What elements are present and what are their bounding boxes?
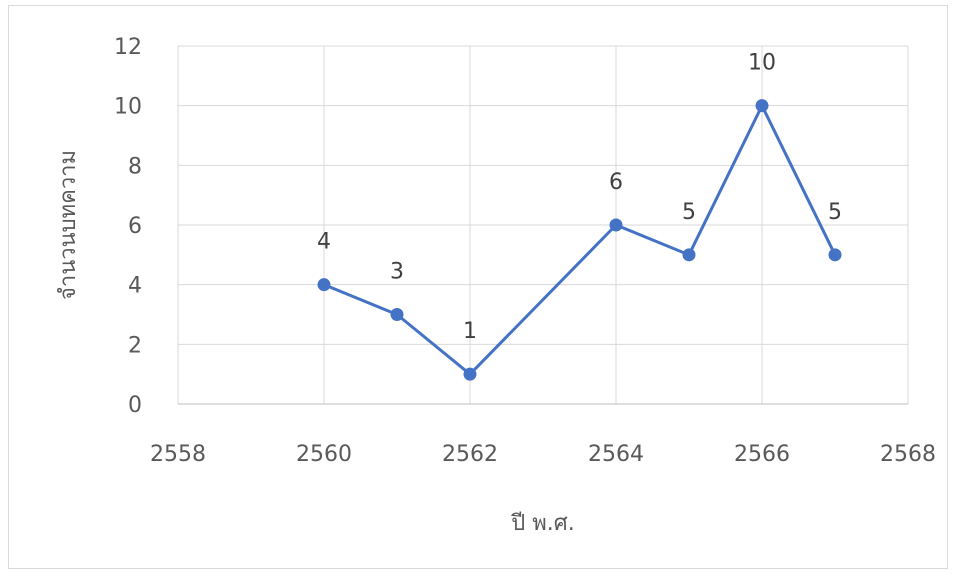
line-chart: 0 2 4 6 8 10 12 2558 2560 2562 2564 2566 2568 4 3 1 6 5 1… bbox=[56, 35, 936, 536]
data-label: 3 bbox=[390, 260, 404, 285]
x-tick-label: 2558 bbox=[150, 442, 206, 467]
x-tick-label: 2564 bbox=[588, 442, 644, 467]
axes: 0 2 4 6 8 10 12 2558 2560 2562 2564 2566 2568 bbox=[114, 35, 936, 467]
y-tick-label: 2 bbox=[128, 333, 142, 358]
y-tick-label: 12 bbox=[114, 35, 142, 60]
x-tick-label: 2562 bbox=[442, 442, 498, 467]
data-point bbox=[828, 248, 842, 262]
series-layer bbox=[317, 99, 842, 381]
x-tick-label: 2566 bbox=[734, 442, 790, 467]
data-point bbox=[682, 248, 696, 262]
y-tick-label: 10 bbox=[114, 95, 142, 120]
data-label: 4 bbox=[317, 230, 331, 255]
gridlines bbox=[177, 45, 909, 404]
y-tick-label: 0 bbox=[128, 393, 142, 418]
data-label: 1 bbox=[463, 319, 477, 344]
x-axis-title: ปี พ.ศ. bbox=[510, 511, 575, 536]
data-point bbox=[390, 308, 404, 321]
data-label: 6 bbox=[609, 170, 623, 195]
series-line bbox=[322, 104, 837, 376]
x-tick-label: 2568 bbox=[880, 442, 936, 467]
data-label: 5 bbox=[828, 200, 842, 225]
chart-area: 0 2 4 6 8 10 12 2558 2560 2562 2564 2566 2568 4 3 1 6 5 1… bbox=[8, 5, 948, 569]
data-label: 5 bbox=[682, 200, 696, 225]
x-tick-label: 2560 bbox=[296, 442, 352, 467]
data-label: 10 bbox=[748, 51, 776, 76]
y-tick-label: 8 bbox=[128, 154, 142, 179]
data-point bbox=[755, 99, 769, 113]
data-point bbox=[317, 278, 331, 292]
y-axis-title: จำนวนบทความ bbox=[56, 150, 81, 300]
data-point bbox=[463, 367, 477, 381]
data-point bbox=[609, 218, 623, 232]
y-tick-label: 4 bbox=[128, 274, 142, 299]
y-tick-label: 6 bbox=[128, 214, 142, 239]
data-labels: 4 3 1 6 5 10 5 bbox=[317, 51, 842, 344]
